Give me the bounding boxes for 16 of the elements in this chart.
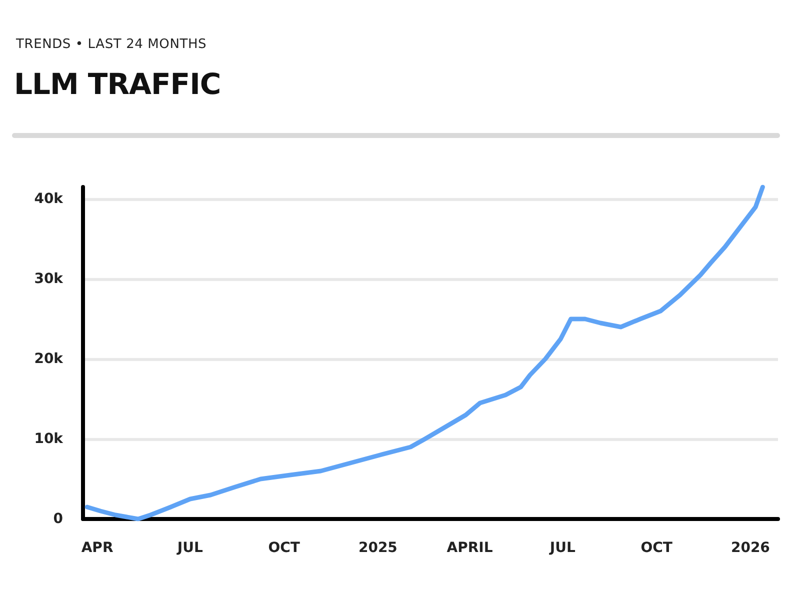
x-tick-label: JUL xyxy=(176,540,203,556)
y-tick-label: 0 xyxy=(53,511,64,527)
y-tick-label: 10k xyxy=(34,431,64,447)
x-tick-label: APRIL xyxy=(446,540,493,556)
y-tick-label: 30k xyxy=(34,271,64,287)
y-tick-label: 20k xyxy=(34,351,64,367)
x-tick-label: OCT xyxy=(268,540,300,556)
x-tick-label: APR xyxy=(81,540,114,556)
x-tick-label: OCT xyxy=(640,540,673,556)
chart-title: LLM TRAFFIC xyxy=(14,67,221,101)
x-tick-label: JUL xyxy=(548,540,576,556)
x-tick-label: 2026 xyxy=(730,540,770,556)
line-series xyxy=(84,184,765,522)
y-tick-label: 40k xyxy=(34,191,64,207)
x-tick-label: 2025 xyxy=(358,540,398,556)
chart-subtitle: TRENDS • LAST 24 MONTHS xyxy=(16,37,207,52)
